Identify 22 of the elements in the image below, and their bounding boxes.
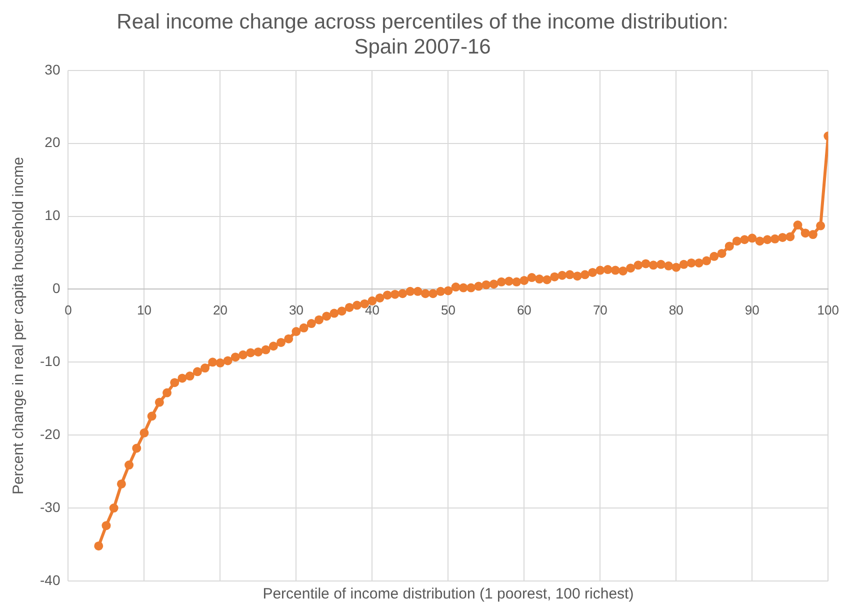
y-tick-label: 30 bbox=[44, 61, 60, 78]
x-tick-label: 40 bbox=[364, 302, 380, 318]
x-tick-label: 100 bbox=[817, 302, 840, 318]
y-tick-label: 20 bbox=[44, 134, 60, 150]
chart-title: Real income change across percentiles of the income distribution: Spain 2007-16 bbox=[116, 10, 728, 59]
x-tick-label: 30 bbox=[288, 302, 304, 318]
y-tick-label: -30 bbox=[40, 498, 60, 515]
x-tick-label: 80 bbox=[668, 302, 684, 318]
x-tick-label: 60 bbox=[516, 302, 532, 318]
x-axis-title: Percentile of income distribution (1 poorest, 100 richest) bbox=[262, 586, 634, 603]
x-tick-label: 0 bbox=[64, 302, 72, 318]
y-tick-label: -40 bbox=[40, 572, 60, 588]
x-tick-label: 70 bbox=[592, 302, 608, 318]
y-tick-label: -20 bbox=[40, 426, 60, 442]
y-tick-label: 10 bbox=[44, 207, 60, 224]
y-axis-title: Percent change in real per capita household incme bbox=[10, 156, 28, 495]
x-tick-label: 50 bbox=[440, 302, 456, 318]
y-tick-label: 0 bbox=[52, 280, 60, 296]
x-tick-label: 10 bbox=[136, 302, 152, 318]
y-tick-label: -10 bbox=[40, 353, 60, 370]
x-tick-label: 90 bbox=[744, 302, 760, 318]
x-tick-label: 20 bbox=[212, 302, 228, 318]
